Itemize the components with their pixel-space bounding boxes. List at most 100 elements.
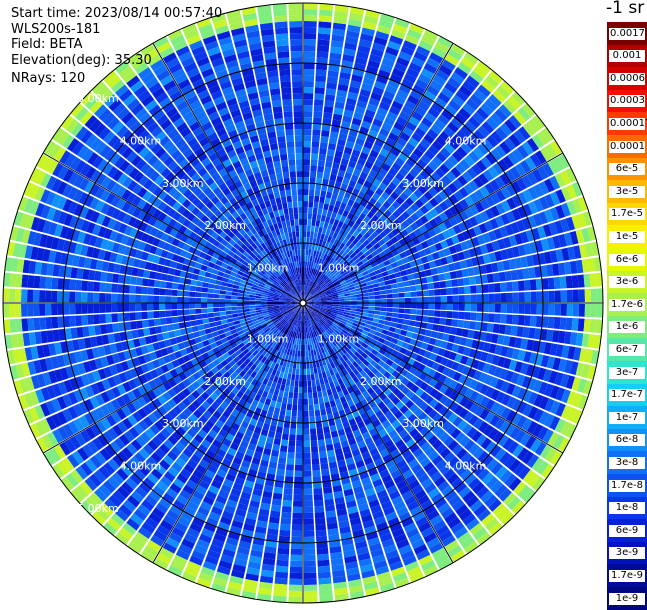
range-gate-cell [297, 357, 300, 363]
range-gate-cell [323, 487, 332, 494]
range-gate-cell [165, 310, 172, 317]
range-gate-cell [585, 304, 591, 317]
range-gate-cell [293, 393, 298, 399]
range-gate-cell [33, 276, 40, 289]
range-gate-cell [315, 524, 326, 531]
range-gate-cell [304, 453, 311, 459]
range-gate-cell [363, 306, 369, 309]
range-gate-cell [289, 591, 302, 597]
range-gate-cell [487, 274, 494, 283]
range-gate-cell [362, 313, 369, 317]
range-gate-cell [75, 304, 81, 314]
range-gate-cell [288, 368, 292, 375]
range-gate-cell [237, 303, 243, 306]
range-gate-cell [308, 213, 312, 219]
range-gate-cell [326, 192, 332, 199]
range-gate-cell [405, 298, 411, 303]
range-gate-cell [304, 597, 318, 603]
range-gate-cell [555, 304, 561, 316]
range-gate-cell [439, 318, 446, 325]
range-gate-cell [519, 292, 525, 302]
range-gate-cell [310, 362, 314, 368]
range-gate-cell [314, 500, 324, 507]
range-gate-cell [312, 129, 320, 136]
range-gate-cell [142, 320, 149, 328]
range-gate-cell [93, 314, 100, 324]
range-gate-cell [328, 394, 334, 401]
range-gate-cell [314, 368, 318, 375]
range-gate-cell [148, 279, 155, 287]
range-gate-cell [27, 304, 33, 317]
range-gate-cell [567, 304, 573, 316]
range-gate-cell [578, 275, 585, 288]
range-gate-cell [105, 283, 112, 292]
range-gate-cell [183, 291, 189, 297]
range-gate-cell [445, 280, 452, 288]
range-gate-cell [313, 398, 318, 405]
range-gate-cell [350, 295, 356, 298]
range-gate-cell [15, 274, 22, 287]
range-gate-cell [149, 271, 156, 279]
range-gate-cell [226, 287, 233, 292]
range-gate-cell [81, 281, 88, 292]
range-gate-cell [304, 111, 313, 117]
range-gate-cell [393, 308, 399, 313]
range-gate-cell [471, 295, 477, 303]
range-gate-cell [410, 292, 416, 298]
range-gate-cell [173, 276, 180, 283]
range-gate-cell [320, 191, 326, 198]
range-gate-cell [195, 309, 201, 314]
range-gate-cell [298, 351, 301, 357]
range-gate-cell [512, 281, 519, 291]
range-gate-cell [434, 289, 441, 296]
range-gate-cell [318, 566, 331, 573]
range-gate-cell [201, 308, 207, 313]
range-gate-cell [312, 386, 317, 393]
range-gate-cell [238, 313, 245, 317]
range-gate-cell [304, 501, 313, 507]
range-gate-cell [327, 450, 335, 457]
range-gate-cell [549, 291, 555, 303]
range-gate-cell [531, 292, 537, 303]
range-gate-cell [416, 309, 422, 315]
range-gate-cell [396, 323, 403, 329]
range-gate-cell [290, 428, 296, 434]
range-gate-cell [441, 296, 447, 303]
range-gate-cell [167, 275, 174, 282]
range-gate-cell [304, 3, 318, 9]
range-gate-cell [276, 560, 288, 567]
range-gate-cell [310, 368, 314, 374]
range-gate-cell [312, 470, 320, 477]
range-gate-cell [385, 285, 392, 290]
range-gate-cell [513, 292, 519, 302]
range-gate-cell [219, 307, 225, 311]
range-gate-cell [306, 357, 309, 363]
range-gate-cell [543, 291, 549, 302]
range-gate-cell [314, 506, 324, 513]
range-gate-cell [290, 422, 296, 428]
range-gate-cell [277, 396, 283, 403]
range-gate-cell [203, 323, 210, 329]
range-gate-cell [320, 142, 328, 149]
range-gate-cell [530, 316, 537, 327]
range-gate-cell [458, 312, 465, 320]
range-gate-cell [208, 313, 215, 318]
range-gate-cell [324, 493, 334, 500]
range-gate-cell [171, 297, 177, 303]
range-gate-cell [231, 300, 237, 303]
range-gate-cell [303, 399, 308, 405]
range-gate-cell [469, 321, 476, 330]
range-gate-cell [192, 326, 199, 332]
range-gate-cell [303, 381, 307, 387]
range-gate-cell [323, 203, 329, 210]
range-gate-cell [438, 274, 445, 281]
range-gate-cell [409, 280, 416, 286]
range-gate-cell [394, 272, 401, 278]
range-gate-cell [356, 294, 362, 297]
range-gate-cell [506, 314, 513, 324]
range-gate-cell [123, 294, 129, 302]
range-gate-cell [106, 273, 113, 283]
range-gate-cell [294, 489, 303, 495]
range-gate-cell [319, 154, 327, 161]
range-gate-cell [274, 487, 283, 494]
